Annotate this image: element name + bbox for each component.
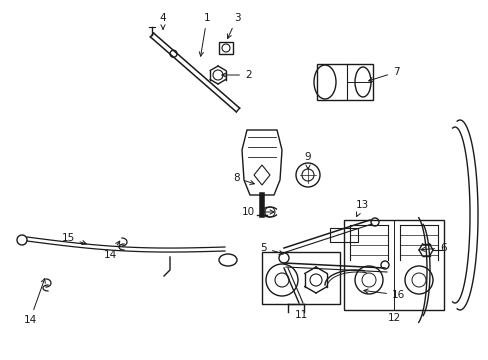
Bar bbox=[262, 252, 339, 304]
Text: 4: 4 bbox=[160, 13, 166, 29]
Text: 14: 14 bbox=[23, 279, 45, 325]
Text: 1: 1 bbox=[199, 13, 210, 56]
Text: 7: 7 bbox=[368, 67, 399, 82]
Text: 10: 10 bbox=[242, 207, 274, 217]
Text: 14: 14 bbox=[103, 241, 120, 260]
Bar bbox=[343, 220, 443, 310]
Text: 12: 12 bbox=[386, 313, 400, 323]
Text: 16: 16 bbox=[363, 289, 405, 300]
Text: 15: 15 bbox=[61, 233, 86, 244]
Text: 5: 5 bbox=[260, 243, 283, 255]
Text: 11: 11 bbox=[294, 310, 307, 320]
Text: 6: 6 bbox=[420, 243, 446, 253]
Bar bbox=[329, 228, 357, 242]
Text: 13: 13 bbox=[355, 200, 368, 216]
Bar bbox=[316, 64, 372, 100]
Text: 9: 9 bbox=[304, 152, 311, 169]
Text: 2: 2 bbox=[222, 70, 251, 80]
Bar bbox=[219, 42, 232, 54]
Text: 3: 3 bbox=[227, 13, 240, 39]
Text: 8: 8 bbox=[233, 173, 254, 184]
